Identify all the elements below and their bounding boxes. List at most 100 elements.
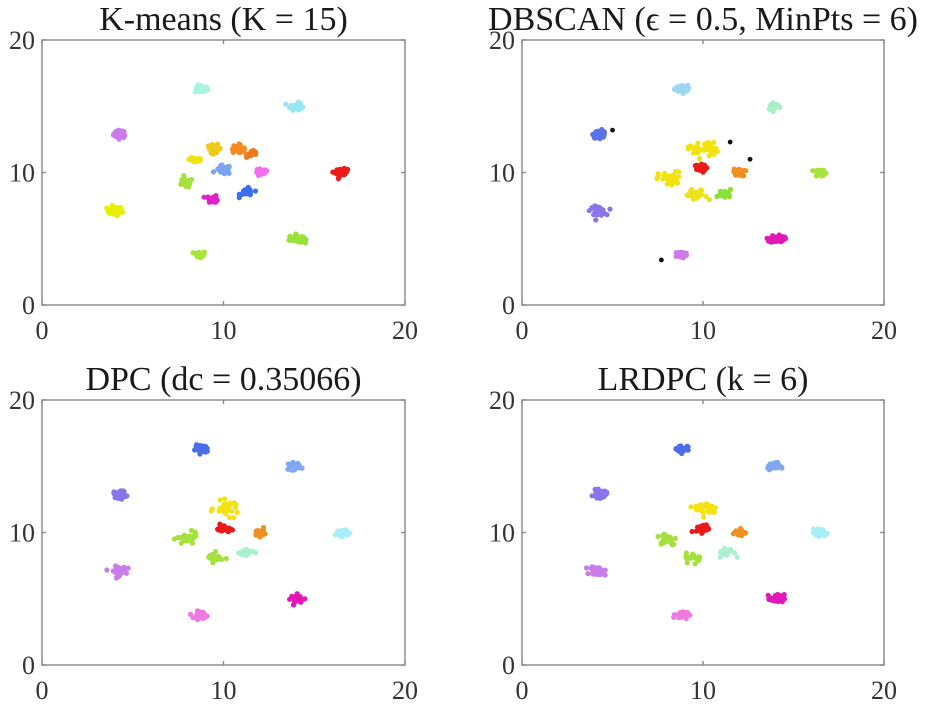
y-tick-label: 20 [9, 386, 35, 415]
y-tick-label: 10 [9, 519, 35, 548]
data-point [733, 528, 739, 534]
data-point [294, 232, 300, 238]
data-point [184, 538, 190, 544]
data-point [697, 502, 704, 508]
cluster [253, 524, 268, 540]
data-point [252, 188, 259, 194]
data-point [336, 529, 343, 535]
data-point [665, 536, 671, 543]
data-point [692, 561, 698, 567]
data-point [289, 460, 296, 466]
data-point [197, 610, 203, 616]
cluster [201, 193, 220, 205]
data-point [602, 572, 608, 578]
data-point [213, 548, 219, 555]
data-point [717, 554, 723, 560]
data-point [196, 87, 202, 93]
data-point [772, 103, 778, 109]
data-point [245, 152, 251, 158]
cluster [205, 141, 223, 157]
data-point [181, 532, 187, 538]
data-point [782, 234, 788, 240]
cluster [766, 100, 783, 114]
data-point [227, 501, 233, 507]
data-point [702, 141, 708, 147]
data-point [655, 533, 661, 540]
data-point [600, 134, 607, 140]
data-point [708, 147, 714, 153]
data-point [765, 465, 771, 471]
data-point [219, 164, 225, 170]
data-point [693, 556, 700, 562]
subplot-4: LRDPC (k = 6) 0 10 20 0 10 20 [489, 361, 897, 705]
data-point [688, 143, 694, 149]
cluster [673, 443, 691, 457]
cluster [765, 591, 788, 605]
x-tick-label: 10 [211, 676, 237, 705]
data-point [589, 205, 595, 211]
cluster [683, 550, 703, 567]
data-point [214, 149, 220, 155]
data-point [109, 204, 116, 211]
data-point [335, 176, 341, 182]
data-point [236, 550, 242, 556]
data-point [607, 206, 613, 212]
data-point [697, 156, 703, 162]
data-point [692, 195, 698, 201]
cluster [236, 546, 259, 559]
cluster [187, 608, 210, 623]
cluster [654, 168, 682, 188]
data-point [688, 504, 694, 510]
data-point [810, 168, 816, 174]
data-point [658, 540, 664, 546]
data-point [770, 233, 776, 239]
y-tick-label: 0 [22, 651, 35, 680]
data-point [688, 188, 694, 194]
data-point [215, 556, 221, 562]
data-point [600, 491, 606, 497]
data-point [209, 142, 215, 148]
data-point [683, 550, 690, 556]
data-point [217, 145, 223, 151]
data-point [686, 554, 692, 560]
cluster [193, 82, 211, 95]
noise-point [610, 127, 615, 133]
data-point [742, 530, 748, 536]
data-point [810, 526, 816, 532]
data-point [699, 530, 705, 536]
cluster [764, 232, 789, 245]
cluster [283, 99, 306, 113]
subplot-title: K-means (K = 15) [99, 1, 348, 38]
data-point [286, 237, 292, 243]
cluster [685, 139, 721, 162]
data-point [294, 102, 300, 108]
cluster [689, 522, 712, 536]
cluster [104, 563, 131, 581]
data-point [661, 173, 667, 179]
data-point [119, 569, 125, 575]
data-point [698, 523, 704, 530]
data-point [654, 176, 660, 182]
data-point [208, 553, 215, 559]
data-point [718, 548, 724, 554]
data-point [676, 86, 683, 92]
data-point [674, 174, 680, 180]
cluster [717, 545, 740, 560]
cluster [332, 527, 353, 540]
data-point [727, 548, 733, 554]
data-point [736, 166, 742, 172]
data-point [107, 208, 113, 214]
cluster [192, 442, 210, 457]
data-point [113, 128, 119, 134]
data-point [706, 197, 713, 203]
cluster [215, 521, 235, 535]
data-point [589, 493, 595, 499]
x-tick-label: 10 [690, 676, 716, 705]
data-point [230, 149, 236, 155]
noise-point [658, 257, 664, 263]
data-point [670, 175, 676, 181]
data-point [171, 536, 177, 542]
x-tick-label: 10 [211, 316, 237, 345]
data-point [186, 156, 192, 162]
data-point [677, 448, 683, 454]
